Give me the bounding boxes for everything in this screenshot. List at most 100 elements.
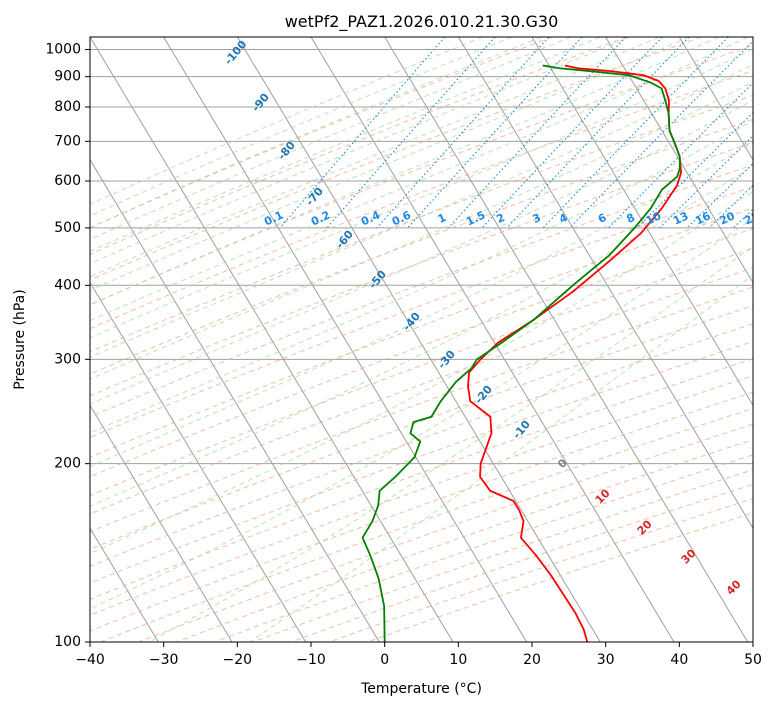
moist-adiabat-line <box>149 245 753 642</box>
dry-adiabat-line <box>90 44 753 306</box>
mixing-ratio-line <box>506 37 690 229</box>
moist-adiabat-line <box>90 37 689 291</box>
moist-adiabat-line <box>90 165 753 507</box>
mixing-ratio-line <box>542 37 729 229</box>
moist-adiabat-label: 40 <box>724 577 744 597</box>
mixing-ratio-label: 0.6 <box>390 208 413 228</box>
dry-adiabat-line <box>90 247 753 497</box>
y-axis-label: Pressure (hPa) <box>12 289 28 389</box>
isotherm-line <box>90 281 307 642</box>
x-tick-label: −10 <box>296 652 326 668</box>
axis-ticks: −40 −30 −20 −10 0 10 20 30 40 5010020030040050060… <box>45 42 762 668</box>
dry-adiabat-line <box>138 423 753 642</box>
dry-adiabat-label: -60 <box>333 228 356 252</box>
isotherm-line <box>90 527 159 642</box>
y-tick-label: 300 <box>54 351 81 367</box>
x-tick-label: −30 <box>149 652 179 668</box>
dry-adiabat-line <box>90 286 753 533</box>
moist-adiabat-line <box>90 37 572 240</box>
mixing-ratio-label: 13 <box>671 209 690 227</box>
dry-adiabat-label: -80 <box>275 139 298 163</box>
dry-adiabat-line <box>90 141 753 397</box>
mixing-ratio-line <box>686 162 753 229</box>
moist-adiabat-line <box>90 141 753 468</box>
dry-adiabat-line <box>90 37 553 229</box>
mixing-ratio-label: 4 <box>557 211 570 226</box>
x-tick-label: 50 <box>744 652 762 668</box>
dry-adiabat-line <box>90 94 753 353</box>
x-tick-label: 10 <box>449 652 467 668</box>
isotherm-line <box>90 404 233 642</box>
dry-adiabat-line <box>90 70 753 330</box>
isotherm-line <box>163 37 528 642</box>
mixing-ratio-label: 0.4 <box>359 208 382 228</box>
mixing-ratio-label: 30 <box>763 209 775 227</box>
mixing-ratio-line <box>447 37 627 229</box>
dry-adiabat-line <box>90 267 753 515</box>
moist-adiabat-line <box>90 119 753 434</box>
x-tick-label: 20 <box>523 652 541 668</box>
plot-annotations: -100-90-80-70-60-50-40-30-20-100.1 0.2 0.4… <box>222 38 775 598</box>
isotherm-line <box>752 37 753 38</box>
x-tick-label: −40 <box>75 652 105 668</box>
isotherm-line <box>90 158 380 642</box>
dry-adiabat-line <box>90 305 753 550</box>
plot-background <box>90 37 775 642</box>
mixing-ratio-label: 20 <box>718 209 738 227</box>
dry-adiabat-line <box>90 186 753 438</box>
dry-adiabat-line <box>90 207 753 458</box>
dry-adiabat-line <box>90 37 702 281</box>
mixing-ratio-label: 16 <box>693 209 713 227</box>
moist-adiabat-line <box>90 37 513 217</box>
temperature-line <box>467 64 682 642</box>
dry-adiabat-label: -30 <box>435 348 458 372</box>
dry-adiabat-label: -70 <box>303 185 326 209</box>
mixing-ratio-line <box>733 208 753 229</box>
mixing-ratio-line <box>326 37 496 229</box>
dry-adiabat-line <box>252 469 753 642</box>
moist-adiabat-line <box>90 37 630 265</box>
moist-adiabat-line <box>90 217 753 610</box>
mixing-ratio-line <box>481 37 663 229</box>
dry-adiabat-line <box>90 375 753 616</box>
y-tick-label: 200 <box>54 456 81 472</box>
isotherm-line <box>90 37 454 642</box>
moist-adiabat-label: 30 <box>679 546 699 566</box>
y-tick-label: 500 <box>54 220 81 236</box>
moist-adiabat-line <box>90 37 542 229</box>
isotherm-line <box>457 37 753 530</box>
x-axis-label: Temperature (°C) <box>360 681 482 697</box>
dry-adiabat-label: -20 <box>472 383 495 407</box>
moist-adiabat-line <box>90 99 753 405</box>
x-tick-label: 0 <box>380 652 389 668</box>
dry-adiabat-line <box>90 323 753 567</box>
y-tick-label: 600 <box>54 173 81 189</box>
moist-adiabat-line <box>90 48 753 339</box>
mixing-ratio-line <box>569 40 753 229</box>
y-tick-label: 1000 <box>45 42 81 58</box>
mixing-ratio-line <box>407 37 583 229</box>
mixing-ratio-line <box>758 37 775 228</box>
mixing-ratio-label: 3 <box>531 211 543 226</box>
mixing-ratio-label: 10 <box>644 209 664 227</box>
y-tick-label: 800 <box>54 99 81 115</box>
dry-adiabat-line <box>90 358 753 600</box>
mixing-ratio-line <box>636 111 753 229</box>
mixing-ratio-label: 8 <box>625 211 637 226</box>
dry-adiabat-line <box>90 37 627 256</box>
dry-adiabat-label: -100 <box>222 38 250 68</box>
moist-adiabat-line <box>90 37 483 205</box>
y-tick-label: 100 <box>54 634 81 650</box>
plot-series <box>361 64 682 642</box>
dry-adiabat-line <box>90 164 753 418</box>
moist-adiabat-line <box>90 81 753 380</box>
isotherm-line <box>384 37 749 642</box>
dry-adiabat-line <box>90 118 753 375</box>
mixing-ratio-label: 6 <box>596 211 609 226</box>
moist-adiabat-label: 10 <box>593 486 613 506</box>
moist-adiabat-label: 20 <box>635 517 655 537</box>
dry-adiabat-label: -50 <box>366 268 389 292</box>
moist-adiabat-line <box>90 191 753 554</box>
plot-frame <box>89 36 754 643</box>
